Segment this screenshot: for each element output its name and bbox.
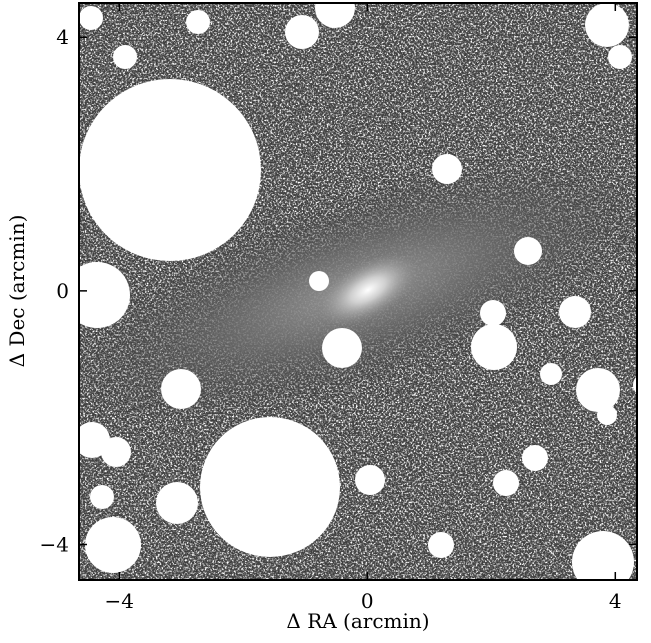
y-tick-label: 4 — [56, 25, 69, 49]
x-tick-label: 0 — [361, 589, 374, 613]
image-panel — [79, 3, 637, 580]
y-axis-label: Δ Dec (arcmin) — [5, 215, 29, 368]
x-axis-label: Δ RA (arcmin) — [286, 609, 429, 633]
y-tick-label: −4 — [40, 532, 69, 556]
x-tick-label: −4 — [105, 589, 134, 613]
star-masks — [79, 3, 637, 580]
galaxy-core — [318, 253, 418, 327]
y-tick-label: 0 — [56, 279, 69, 303]
x-tick-label: 4 — [609, 589, 622, 613]
